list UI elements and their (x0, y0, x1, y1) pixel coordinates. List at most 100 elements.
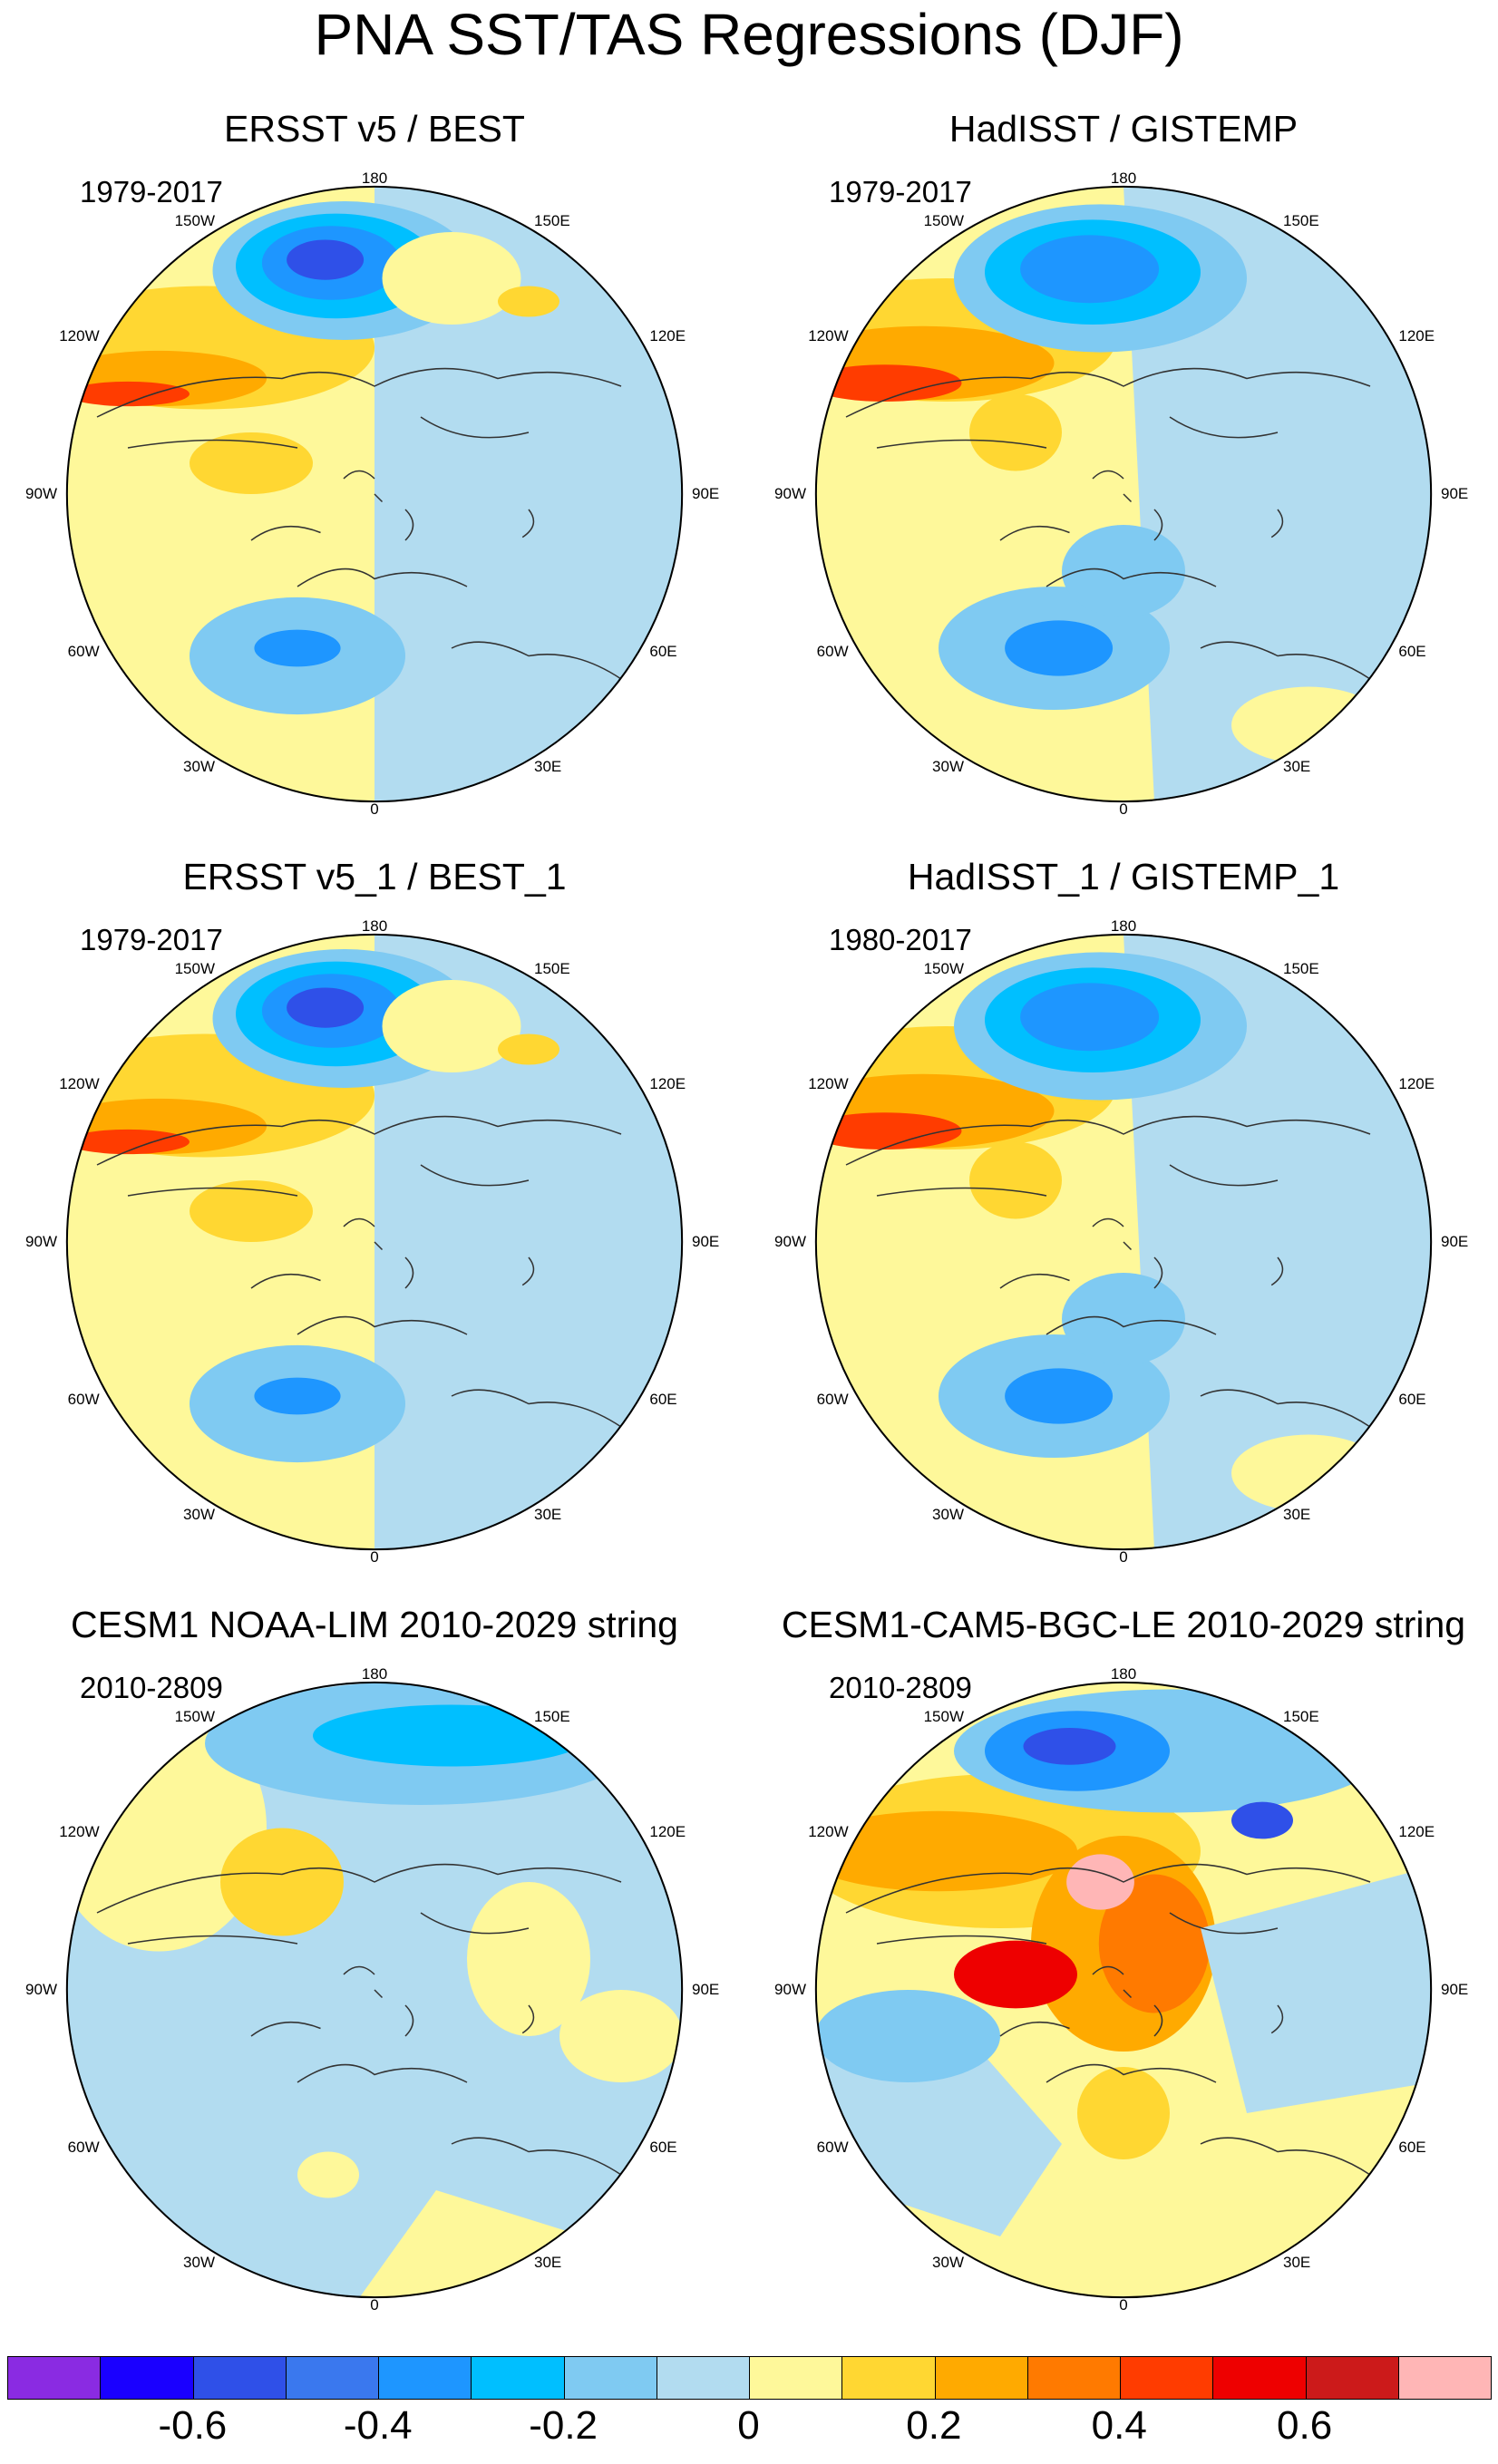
regression-contour-8 (954, 1940, 1077, 2009)
regression-contour-15 (498, 286, 559, 317)
panel-title-6: CESM1-CAM5-BGC-LE 2010-2029 string (781, 1604, 1466, 1645)
colorbar-label: -0.6 (158, 2403, 228, 2448)
regression-contour-13 (1062, 525, 1185, 617)
regression-contour-11 (190, 432, 313, 494)
panel-period-1: 1979-2017 (80, 175, 223, 209)
polar-map-3 (65, 933, 684, 1551)
lon-label-left-upper: 120W (808, 1823, 849, 1840)
lon-label-top: 180 (1110, 170, 1137, 187)
regression-contour-5 (815, 1810, 1077, 1892)
lon-label-bottom-right: 30E (1283, 758, 1311, 776)
coastline (845, 1863, 1371, 2176)
panel-period-6: 2010-2809 (829, 1671, 972, 1704)
lon-label-top-right: 150E (534, 959, 570, 977)
lon-label-right-lower: 60E (1398, 643, 1426, 660)
lon-label-left-lower: 60W (67, 2139, 100, 2156)
panel-title-4: HadISST_1 / GISTEMP_1 (907, 856, 1340, 897)
lon-label-right-upper: 120E (649, 327, 686, 344)
lon-label-left-lower: 60W (816, 643, 849, 660)
polar-map-5 (65, 1681, 684, 2299)
lon-label-top-right: 150E (1283, 211, 1319, 229)
regression-contour-6 (815, 1112, 962, 1150)
panel-title-3: ERSST v5_1 / BEST_1 (182, 856, 567, 897)
lon-label-top-left: 150W (174, 1707, 215, 1725)
lon-label-bottom-left: 30W (183, 2254, 215, 2272)
colorbar-swatch-8 (657, 2357, 750, 2399)
colorbar-label: 0.2 (906, 2403, 962, 2448)
lon-label-left: 90W (25, 1233, 57, 1250)
regression-contour-12 (1005, 620, 1114, 676)
lon-label-bottom-left: 30W (183, 758, 215, 776)
regression-contour-6 (66, 381, 190, 407)
colorbar-swatch-10 (842, 2357, 936, 2399)
colorbar-swatch-13 (1121, 2357, 1214, 2399)
colorbar-swatch-14 (1213, 2357, 1307, 2399)
regression-contour-14 (1231, 686, 1386, 764)
coastline (96, 1115, 622, 1428)
regression-contour-10 (969, 1141, 1062, 1219)
coastline (845, 367, 1371, 680)
lon-label-top: 180 (1110, 1665, 1137, 1683)
lon-label-left-lower: 60W (816, 1391, 849, 1408)
colorbar-swatch-1 (8, 2357, 102, 2399)
coastline (96, 1863, 622, 2176)
lon-label-right-lower: 60E (1398, 1391, 1426, 1408)
colorbar-swatch-9 (750, 2357, 843, 2399)
lon-label-left: 90W (25, 1981, 57, 1998)
regression-contour-14 (382, 232, 521, 325)
lon-label-left: 90W (774, 485, 806, 502)
lon-label-bottom-left: 30W (932, 758, 964, 776)
lon-label-right: 90E (1441, 485, 1469, 502)
regression-contour-7 (1098, 1874, 1211, 2013)
lon-label-left-lower: 60W (67, 1391, 100, 1408)
lon-label-right-lower: 60E (649, 1391, 677, 1408)
coastline (96, 367, 622, 680)
lon-label-right-upper: 120E (1398, 1075, 1435, 1092)
lon-label-bottom-left: 30W (932, 1506, 964, 1524)
lon-label-bottom-right: 30E (534, 2254, 562, 2272)
colorbar-swatch-6 (472, 2357, 565, 2399)
colorbar-label: -0.2 (529, 2403, 598, 2448)
map-border (65, 185, 684, 803)
lon-label-left: 90W (25, 485, 57, 502)
lon-label-bottom-left: 30W (932, 2254, 964, 2272)
lon-label-right-upper: 120E (649, 1823, 686, 1840)
lon-label-top-left: 150W (923, 211, 964, 229)
regression-contour-9 (1020, 235, 1160, 304)
colorbar-swatch-5 (379, 2357, 472, 2399)
lon-label-bottom: 0 (1119, 800, 1128, 818)
colorbar-swatch-11 (935, 2357, 1028, 2399)
regression-contour-6 (66, 1129, 190, 1155)
lon-label-right: 90E (692, 485, 720, 502)
coastline (845, 1115, 1371, 1428)
regression-contour-15 (1077, 2067, 1170, 2159)
lon-label-top-right: 150E (1283, 1707, 1319, 1725)
lon-label-right-lower: 60E (1398, 2139, 1426, 2156)
lon-label-top-left: 150W (923, 959, 964, 977)
regression-contour-15 (498, 1033, 559, 1065)
lon-label-top-left: 150W (174, 211, 215, 229)
colorbar-swatch-15 (1306, 2357, 1399, 2399)
regression-contour-13 (1062, 1273, 1185, 1365)
map-border (814, 185, 1433, 803)
lon-label-bottom-right: 30E (534, 758, 562, 776)
lon-label-left: 90W (774, 1981, 806, 1998)
panel-period-2: 1979-2017 (829, 175, 972, 209)
map-border (65, 933, 684, 1551)
lon-label-right: 90E (1441, 1233, 1469, 1250)
regression-contour-14 (1231, 1434, 1386, 1512)
colorbar-label: 0.6 (1277, 2403, 1333, 2448)
lon-label-right: 90E (692, 1233, 720, 1250)
regression-contour-14 (382, 980, 521, 1072)
regression-contour-12 (1005, 1368, 1114, 1424)
regression-contour-3 (220, 1828, 344, 1936)
panel-period-4: 1980-2017 (829, 923, 972, 956)
regression-contour-13 (1231, 1801, 1293, 1839)
lon-label-right-upper: 120E (1398, 1823, 1435, 1840)
lon-label-left-upper: 120W (59, 327, 100, 344)
lon-label-top-right: 150E (534, 211, 570, 229)
map-border (814, 933, 1433, 1551)
lon-label-bottom: 0 (1119, 1548, 1128, 1566)
regression-contour-11 (190, 1180, 313, 1242)
lon-label-bottom: 0 (370, 2296, 379, 2314)
